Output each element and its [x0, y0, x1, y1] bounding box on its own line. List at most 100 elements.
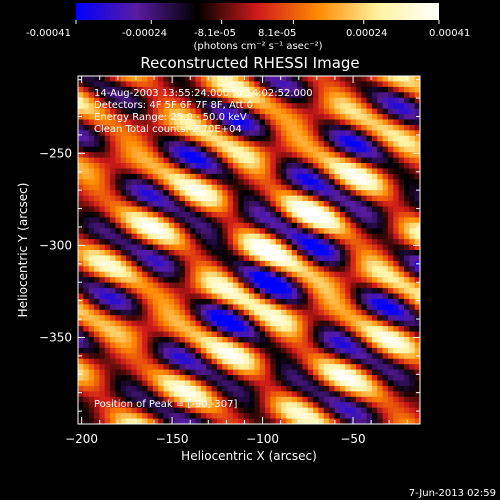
heatmap-cell [366, 97, 373, 104]
heatmap-cell [120, 103, 127, 110]
heatmap-cell [78, 326, 84, 333]
heatmap-cell [393, 331, 400, 338]
heatmap-cell [78, 391, 84, 398]
heatmap-cell [104, 92, 111, 99]
heatmap-cell [147, 76, 154, 83]
heatmap-cell [211, 163, 218, 170]
heatmap-cell [329, 315, 336, 322]
heatmap-cell [174, 342, 181, 349]
heatmap-cell [104, 217, 111, 224]
heatmap-cell [200, 326, 207, 333]
heatmap-cell [366, 413, 373, 420]
heatmap-cell [414, 233, 420, 240]
overlay-detectors: Detectors: 4F 5F 6F 7F 8F, Att 0 [94, 100, 253, 111]
heatmap-cell [238, 364, 245, 371]
heatmap-cell [265, 195, 271, 202]
heatmap-cell [414, 337, 420, 344]
heatmap-cell [366, 255, 373, 262]
heatmap-cell [195, 380, 202, 387]
heatmap-cell [355, 157, 362, 164]
heatmap-cell [115, 184, 122, 191]
heatmap-cell [168, 173, 175, 180]
heatmap-cell [302, 152, 309, 159]
heatmap-cell [179, 260, 186, 267]
heatmap-cell [152, 114, 159, 121]
heatmap-cell [361, 337, 368, 344]
heatmap-cell [377, 369, 384, 376]
heatmap-cell [334, 407, 341, 414]
heatmap-cell [206, 179, 213, 186]
heatmap-cell [238, 92, 245, 99]
heatmap-cell [110, 228, 116, 235]
heatmap-cell [414, 239, 420, 246]
heatmap-cell [131, 173, 138, 180]
heatmap-cell [409, 396, 416, 403]
heatmap-cell [158, 206, 165, 213]
heatmap-cell [99, 76, 106, 83]
heatmap-cell [152, 353, 159, 360]
heatmap-cell [206, 206, 213, 213]
heatmap-cell [281, 228, 287, 235]
heatmap-cell [184, 179, 191, 186]
heatmap-cell [147, 260, 154, 267]
heatmap-cell [174, 402, 181, 409]
heatmap-cell [281, 266, 287, 273]
heatmap-cell [110, 413, 116, 420]
heatmap-cell [345, 337, 352, 344]
heatmap-cell [190, 309, 197, 316]
heatmap-cell [147, 157, 154, 164]
heatmap-cell [142, 86, 149, 93]
heatmap-cell [393, 396, 400, 403]
heatmap-cell [168, 103, 175, 110]
heatmap-cell [329, 402, 336, 409]
heatmap-cell [371, 337, 378, 344]
heatmap-cell [110, 222, 116, 229]
heatmap-cell [355, 309, 362, 316]
heatmap-cell [190, 293, 197, 300]
heatmap-cell [243, 320, 250, 327]
heatmap-cell [174, 396, 181, 403]
heatmap-cell [393, 103, 400, 110]
heatmap-cell [302, 228, 309, 235]
heatmap-cell [78, 266, 84, 273]
heatmap-cell [206, 157, 213, 164]
heatmap-cell [414, 293, 420, 300]
heatmap-cell [286, 130, 293, 137]
heatmap-cell [158, 244, 165, 251]
heatmap-cell [163, 190, 170, 197]
heatmap-cell [387, 288, 394, 295]
heatmap-cell [126, 76, 133, 83]
heatmap-cell [270, 97, 277, 104]
heatmap-cell [104, 260, 111, 267]
heatmap-cell [371, 211, 378, 218]
heatmap-cell [163, 288, 170, 295]
heatmap-cell [168, 211, 175, 218]
heatmap-cell [168, 250, 175, 257]
heatmap-cell [206, 92, 213, 99]
heatmap-cell [104, 320, 111, 327]
heatmap-cell [78, 76, 84, 83]
heatmap-cell [409, 114, 416, 121]
heatmap-cell [371, 173, 378, 180]
heatmap-cell [249, 201, 255, 208]
heatmap-cell [366, 353, 373, 360]
heatmap-cell [281, 271, 287, 278]
heatmap-cell [99, 86, 106, 93]
heatmap-cell [174, 228, 181, 235]
heatmap-cell [366, 206, 373, 213]
heatmap-cell [398, 326, 405, 333]
heatmap-cell [142, 282, 149, 289]
heatmap-cell [281, 146, 287, 153]
heatmap-cell [339, 233, 346, 240]
heatmap-cell [131, 141, 138, 148]
heatmap-cell [163, 114, 170, 121]
heatmap-cell [377, 271, 384, 278]
heatmap-cell [222, 228, 229, 235]
heatmap-cell [110, 315, 116, 322]
heatmap-cell [323, 391, 330, 398]
heatmap-cell [329, 217, 336, 224]
heatmap-cell [99, 358, 106, 365]
heatmap-cell [323, 396, 330, 403]
heatmap-cell [265, 190, 271, 197]
heatmap-cell [334, 146, 341, 153]
